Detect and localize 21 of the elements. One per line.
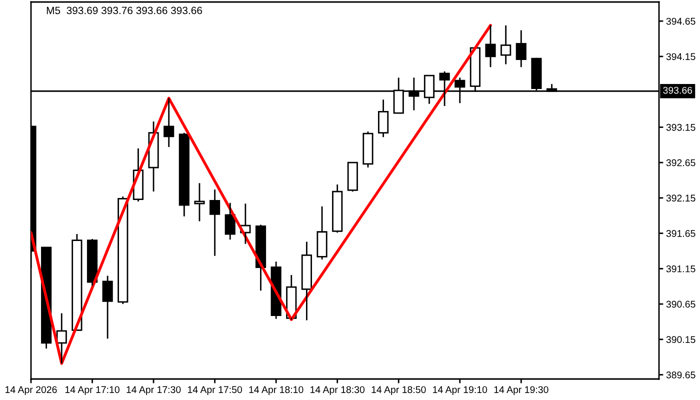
x-tick-label: 14 Apr 18:10 [249, 386, 304, 396]
y-tick-label: 394.65 [666, 18, 696, 25]
y-tick-label: 392.65 [666, 159, 696, 166]
y-tick-label: 394.15 [666, 53, 696, 60]
chart-title: M5 393.69 393.76 393.66 393.66 [46, 6, 202, 14]
y-tick-label: 392.15 [666, 194, 696, 202]
x-tick-label: 14 Apr 18:50 [372, 386, 426, 396]
x-tick-label: 14 Apr 18:30 [310, 386, 365, 396]
x-tick-label: 14 Apr 19:30 [494, 386, 548, 396]
x-tick-label: 14 Apr 17:10 [65, 386, 120, 396]
y-tick-label: 391.15 [666, 265, 696, 272]
x-tick-label: 14 Apr 17:30 [126, 386, 181, 396]
y-tick-label: 390.15 [666, 336, 696, 344]
x-tick-label: 14 Apr 17:50 [188, 386, 242, 396]
x-tick-label: 14 Apr 2026 [6, 386, 57, 396]
ref-line-label: 393.66 [663, 86, 692, 94]
y-tick-label: 389.65 [666, 371, 696, 378]
y-tick-label: 393.15 [666, 124, 696, 131]
y-tick-label: 390.65 [666, 300, 696, 308]
x-tick-label: 14 Apr 19:10 [433, 386, 488, 396]
y-tick-label: 391.65 [666, 230, 696, 237]
